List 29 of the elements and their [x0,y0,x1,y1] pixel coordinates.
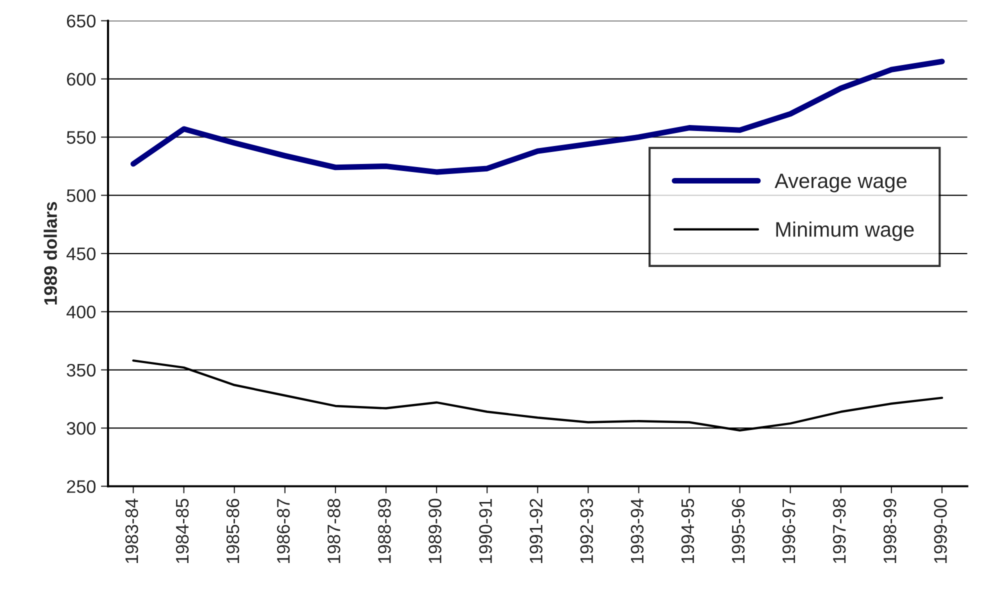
x-tick-label: 1989-90 [428,498,442,563]
x-tick-label: 1988-89 [378,498,391,563]
legend-label: Minimum wage [776,222,914,241]
x-tick-label: 1998-99 [884,498,896,563]
x-tick-label: 1987-88 [328,498,340,563]
x-tick-label: 1985-86 [226,498,240,563]
x-tick-label: 1997-98 [832,498,846,563]
x-tick-label: 1993-94 [630,498,644,563]
x-tick-label: 1983-84 [125,498,138,563]
x-tick-label: 1996-97 [782,498,796,563]
x-tick-label: 1999-00 [934,498,947,563]
y-tick-label: 300 [66,422,96,435]
x-tick-label: 1986-87 [276,498,290,563]
y-tick-label: 600 [67,72,96,86]
x-tick-label: 1990-91 [479,498,492,563]
legend-label: Average wage [774,174,906,192]
y-tick-label: 350 [66,364,96,377]
y-tick-label: 550 [66,131,96,144]
x-tick-label: 1984-85 [176,498,189,563]
y-tick-label: 500 [66,189,96,202]
y-axis-title: 1989 dollars [44,202,57,305]
x-tick-label: 1991-92 [530,498,542,563]
y-tick-label: 250 [67,480,96,493]
y-tick-label: 650 [67,14,96,28]
x-tick-label: 1994-95 [681,498,694,563]
y-tick-label: 400 [66,306,96,318]
x-tick-label: 1992-93 [580,498,594,563]
x-tick-label: 1995-96 [732,498,745,563]
y-tick-label: 450 [66,247,96,260]
